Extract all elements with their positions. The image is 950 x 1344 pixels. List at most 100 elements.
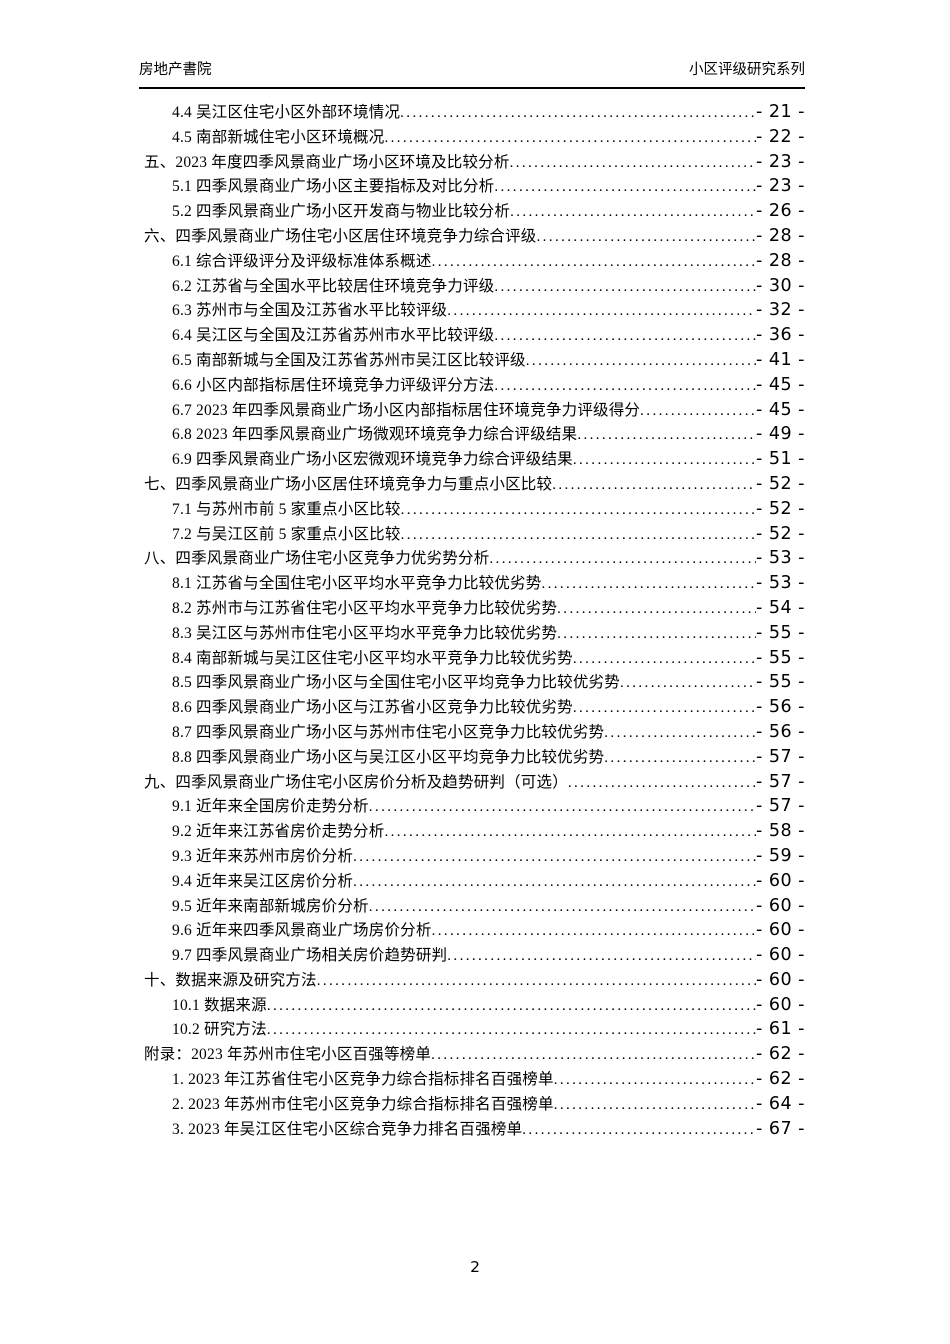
- toc-entry[interactable]: 6.6 小区内部指标居住环境竞争力评级评分方法 - 45 -: [139, 373, 805, 398]
- toc-entry-label: 六、四季风景商业广场住宅小区居住环境竞争力综合评级: [144, 227, 537, 245]
- toc-entry-page-number: - 56 -: [755, 697, 805, 718]
- toc-entry[interactable]: 9.5 近年来南部新城房价分析 - 60 -: [139, 894, 805, 919]
- toc-entry-label: 七、四季风景商业广场小区居住环境竞争力与重点小区比较: [144, 475, 553, 493]
- toc-entry[interactable]: 10.1 数据来源 - 60 -: [139, 993, 805, 1018]
- toc-entry-page-number: - 57 -: [755, 796, 805, 817]
- dot-leader: [640, 402, 756, 420]
- toc-entry[interactable]: 6.3 苏州市与全国及江苏省水平比较评级 - 32 -: [139, 298, 805, 323]
- toc-entry[interactable]: 5.1 四季风景商业广场小区主要指标及对比分析 - 23 -: [139, 174, 805, 199]
- dot-leader: [620, 674, 756, 692]
- dot-leader: [537, 228, 756, 246]
- dot-leader: [447, 947, 756, 965]
- toc-entry[interactable]: 8.6 四季风景商业广场小区与江苏省小区竞争力比较优劣势 - 56 -: [139, 695, 805, 720]
- toc-entry-label: 8.8 四季风景商业广场小区与吴江区小区平均竞争力比较优劣势: [172, 748, 605, 766]
- toc-entry-label: 6.3 苏州市与全国及江苏省水平比较评级: [172, 302, 448, 320]
- toc-entry-page-number: - 62 -: [755, 1069, 805, 1090]
- toc-entry-label: 五、2023 年度四季风景商业广场小区环境及比较分析: [144, 153, 510, 171]
- toc-entry-page-number: - 23 -: [755, 176, 805, 197]
- toc-entry[interactable]: 8.7 四季风景商业广场小区与苏州市住宅小区竞争力比较优劣势 - 56 -: [139, 720, 805, 745]
- toc-entry[interactable]: 6.7 2023 年四季风景商业广场小区内部指标居住环境竞争力评级得分 - 45…: [139, 398, 805, 423]
- toc-entry-page-number: - 52 -: [755, 523, 805, 544]
- dot-leader: [369, 898, 756, 916]
- toc-entry-label: 6.8 2023 年四季风景商业广场微观环境竞争力综合评级结果: [172, 426, 578, 444]
- dot-leader: [510, 203, 756, 221]
- toc-entry[interactable]: 9.4 近年来吴江区房价分析 - 60 -: [139, 869, 805, 894]
- toc-entry[interactable]: 9.1 近年来全国房价走势分析 - 57 -: [139, 794, 805, 819]
- toc-entry-page-number: - 60 -: [755, 920, 805, 941]
- toc-entry-page-number: - 21 -: [755, 102, 805, 122]
- toc-entry[interactable]: 八、四季风景商业广场住宅小区竞争力优劣势分析 - 53 -: [139, 546, 805, 571]
- toc-entry[interactable]: 6.5 南部新城与全国及江苏省苏州市吴江区比较评级 - 41 -: [139, 348, 805, 373]
- toc-entry[interactable]: 9.2 近年来江苏省房价走势分析 - 58 -: [139, 819, 805, 844]
- toc-entry[interactable]: 六、四季风景商业广场住宅小区居住环境竞争力综合评级 - 28 -: [139, 224, 805, 249]
- toc-entry-page-number: - 26 -: [755, 201, 805, 222]
- toc-entry[interactable]: 5.2 四季风景商业广场小区开发商与物业比较分析 - 26 -: [139, 199, 805, 224]
- toc-entry-label: 5.1 四季风景商业广场小区主要指标及对比分析: [172, 178, 495, 196]
- toc-entry[interactable]: 4.4 吴江区住宅小区外部环境情况 - 21 -: [139, 100, 805, 125]
- toc-entry[interactable]: 九、四季风景商业广场住宅小区房价分析及趋势研判（可选） - 57 -: [139, 770, 805, 795]
- toc-entry-label: 10.2 研究方法: [172, 1021, 267, 1039]
- toc-entry-page-number: - 60 -: [755, 969, 805, 990]
- toc-entry-page-number: - 60 -: [755, 895, 805, 916]
- toc-entry[interactable]: 五、2023 年度四季风景商业广场小区环境及比较分析 - 23 -: [139, 150, 805, 175]
- toc-entry-label: 9.7 四季风景商业广场相关房价趋势研判: [172, 947, 448, 965]
- toc-entry[interactable]: 8.4 南部新城与吴江区住宅小区平均水平竞争力比较优劣势 - 55 -: [139, 646, 805, 671]
- toc-entry[interactable]: 8.2 苏州市与江苏省住宅小区平均水平竞争力比较优劣势 - 54 -: [139, 596, 805, 621]
- dot-leader: [267, 1021, 756, 1039]
- toc-entry-page-number: - 52 -: [755, 498, 805, 519]
- toc-entry[interactable]: 附录：2023 年苏州市住宅小区百强等榜单 - 62 -: [139, 1042, 805, 1067]
- dot-leader: [604, 749, 756, 767]
- toc-entry[interactable]: 4.5 南部新城住宅小区环境概况 - 22 -: [139, 125, 805, 150]
- dot-leader: [568, 774, 756, 792]
- dot-leader: [573, 699, 756, 717]
- toc-entry[interactable]: 七、四季风景商业广场小区居住环境竞争力与重点小区比较 - 52 -: [139, 472, 805, 497]
- dot-leader: [267, 997, 756, 1015]
- toc-entry-page-number: - 67 -: [755, 1118, 805, 1139]
- toc-entry[interactable]: 8.5 四季风景商业广场小区与全国住宅小区平均竞争力比较优劣势 - 55 -: [139, 670, 805, 695]
- toc-entry[interactable]: 6.9 四季风景商业广场小区宏微观环境竞争力综合评级结果 - 51 -: [139, 447, 805, 472]
- dot-leader: [431, 1046, 756, 1064]
- dot-leader: [510, 154, 756, 172]
- dot-leader: [400, 104, 756, 122]
- dot-leader: [522, 1121, 756, 1139]
- toc-entry[interactable]: 6.4 吴江区与全国及江苏省苏州市水平比较评级 - 36 -: [139, 323, 805, 348]
- toc-entry-page-number: - 64 -: [755, 1093, 805, 1114]
- toc-entry-label: 6.7 2023 年四季风景商业广场小区内部指标居住环境竞争力评级得分: [172, 401, 641, 419]
- toc-entry[interactable]: 十、数据来源及研究方法 - 60 -: [139, 968, 805, 993]
- dot-leader: [432, 922, 756, 940]
- toc-entry-label: 9.2 近年来江苏省房价走势分析: [172, 823, 385, 841]
- toc-entry-label: 6.4 吴江区与全国及江苏省苏州市水平比较评级: [172, 327, 495, 345]
- toc-entry-label: 6.6 小区内部指标居住环境竞争力评级评分方法: [172, 376, 495, 394]
- toc-entry[interactable]: 9.7 四季风景商业广场相关房价趋势研判 - 60 -: [139, 943, 805, 968]
- dot-leader: [317, 972, 756, 990]
- dot-leader: [401, 526, 756, 544]
- toc-entry[interactable]: 8.8 四季风景商业广场小区与吴江区小区平均竞争力比较优劣势 - 57 -: [139, 745, 805, 770]
- toc-entry[interactable]: 6.8 2023 年四季风景商业广场微观环境竞争力综合评级结果 - 49 -: [139, 422, 805, 447]
- toc-entry-label: 十、数据来源及研究方法: [144, 971, 317, 989]
- toc-entry-label: 8.7 四季风景商业广场小区与苏州市住宅小区竞争力比较优劣势: [172, 723, 605, 741]
- toc-entry[interactable]: 3. 2023 年吴江区住宅小区综合竞争力排名百强榜单 - 67 -: [139, 1117, 805, 1142]
- toc-entry[interactable]: 7.1 与苏州市前 5 家重点小区比较 - 52 -: [139, 497, 805, 522]
- toc-entry[interactable]: 10.2 研究方法 - 61 -: [139, 1017, 805, 1042]
- toc-entry[interactable]: 7.2 与吴江区前 5 家重点小区比较 - 52 -: [139, 522, 805, 547]
- dot-leader: [353, 873, 756, 891]
- toc-entry[interactable]: 9.6 近年来四季风景商业广场房价分析 - 60 -: [139, 918, 805, 943]
- toc-entry-label: 10.1 数据来源: [172, 996, 267, 1014]
- toc-entry-label: 9.6 近年来四季风景商业广场房价分析: [172, 922, 432, 940]
- toc-entry[interactable]: 8.3 吴江区与苏州市住宅小区平均水平竞争力比较优劣势 - 55 -: [139, 621, 805, 646]
- toc-entry-page-number: - 61 -: [755, 1019, 805, 1040]
- page-number: 2: [470, 1258, 480, 1276]
- dot-leader: [604, 724, 756, 742]
- dot-leader: [554, 1071, 756, 1089]
- toc-entry[interactable]: 9.3 近年来苏州市房价分析 - 59 -: [139, 844, 805, 869]
- toc-entry[interactable]: 2. 2023 年苏州市住宅小区竞争力综合指标排名百强榜单 - 64 -: [139, 1092, 805, 1117]
- toc-entry[interactable]: 1. 2023 年江苏省住宅小区竞争力综合指标排名百强榜单 - 62 -: [139, 1067, 805, 1092]
- toc-entry-page-number: - 55 -: [755, 672, 805, 693]
- toc-entry-page-number: - 49 -: [755, 424, 805, 445]
- toc-entry[interactable]: 8.1 江苏省与全国住宅小区平均水平竞争力比较优劣势 - 53 -: [139, 571, 805, 596]
- toc-entry[interactable]: 6.2 江苏省与全国水平比较居住环境竞争力评级 - 30 -: [139, 274, 805, 299]
- dot-leader: [489, 550, 756, 568]
- toc-entry[interactable]: 6.1 综合评级评分及评级标准体系概述 - 28 -: [139, 249, 805, 274]
- toc-entry-label: 6.5 南部新城与全国及江苏省苏州市吴江区比较评级: [172, 351, 526, 369]
- dot-leader: [494, 327, 756, 345]
